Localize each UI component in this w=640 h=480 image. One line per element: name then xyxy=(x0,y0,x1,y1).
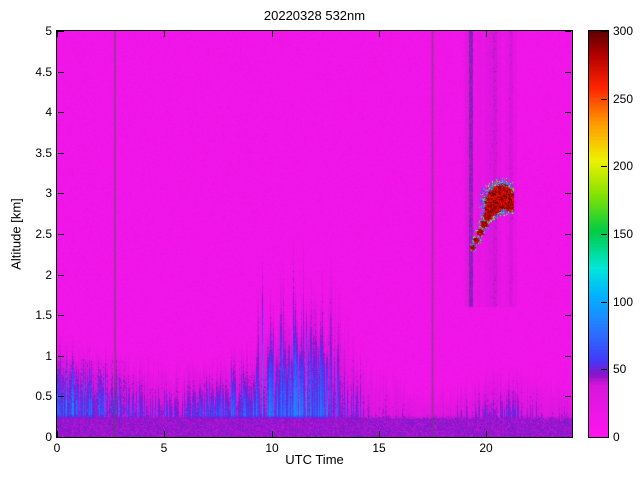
x-tick-label: 20 xyxy=(479,441,493,455)
colorbar-tick-label: 100 xyxy=(613,295,634,309)
x-tick-mark xyxy=(379,431,380,437)
y-tick-mark-right xyxy=(565,234,571,235)
heatmap-canvas xyxy=(57,31,572,437)
colorbar-tick-label: 250 xyxy=(613,92,634,106)
y-tick-mark xyxy=(58,31,64,32)
y-tick-label: 2.5 xyxy=(35,227,52,241)
y-tick-mark-right xyxy=(565,356,571,357)
y-tick-label: 1 xyxy=(45,349,52,363)
colorbar-tick-label: 150 xyxy=(613,227,634,241)
x-tick-label: 15 xyxy=(372,441,386,455)
y-tick-label: 5 xyxy=(45,24,52,38)
x-tick-mark-top xyxy=(379,31,380,37)
y-tick-label: 0 xyxy=(45,430,52,444)
y-tick-mark xyxy=(58,396,64,397)
y-tick-label: 0.5 xyxy=(35,389,52,403)
plot-area xyxy=(56,30,573,438)
colorbar-tick-mark xyxy=(601,437,607,438)
x-tick-mark-top xyxy=(164,31,165,37)
colorbar-tick-mark xyxy=(601,369,607,370)
colorbar xyxy=(588,30,609,438)
y-tick-mark xyxy=(58,112,64,113)
y-tick-label: 3.5 xyxy=(35,146,52,160)
colorbar-tick-mark xyxy=(601,31,607,32)
y-tick-mark xyxy=(58,234,64,235)
colorbar-tick-label: 300 xyxy=(613,24,634,38)
chart-title: 20220328 532nm xyxy=(263,8,366,23)
y-tick-mark-right xyxy=(565,153,571,154)
y-tick-mark xyxy=(58,153,64,154)
y-tick-mark-right xyxy=(565,31,571,32)
colorbar-tick-mark xyxy=(601,99,607,100)
y-tick-mark-right xyxy=(565,437,571,438)
colorbar-canvas xyxy=(589,31,608,437)
y-tick-mark-right xyxy=(565,193,571,194)
x-tick-mark xyxy=(57,431,58,437)
y-tick-label: 4.5 xyxy=(35,65,52,79)
colorbar-tick-label: 50 xyxy=(613,362,627,376)
x-tick-mark-top xyxy=(486,31,487,37)
y-tick-mark xyxy=(58,275,64,276)
y-tick-label: 4 xyxy=(45,105,52,119)
x-tick-label: 5 xyxy=(160,441,168,455)
y-tick-mark xyxy=(58,437,64,438)
x-tick-mark-top xyxy=(57,31,58,37)
colorbar-tick-mark xyxy=(601,234,607,235)
x-tick-mark-top xyxy=(272,31,273,37)
x-tick-label: 10 xyxy=(265,441,279,455)
y-tick-mark xyxy=(58,356,64,357)
x-tick-label: 0 xyxy=(53,441,61,455)
y-tick-label: 1.5 xyxy=(35,308,52,322)
colorbar-tick-label: 0 xyxy=(613,430,620,444)
y-tick-mark-right xyxy=(565,396,571,397)
y-tick-mark-right xyxy=(565,315,571,316)
y-tick-mark-right xyxy=(565,112,571,113)
x-axis-label: UTC Time xyxy=(285,452,344,467)
colorbar-tick-mark xyxy=(601,166,607,167)
colorbar-tick-mark xyxy=(601,302,607,303)
y-tick-mark-right xyxy=(565,72,571,73)
colorbar-tick-label: 200 xyxy=(613,159,634,173)
x-tick-mark xyxy=(164,431,165,437)
y-tick-label: 3 xyxy=(45,186,52,200)
y-tick-mark xyxy=(58,193,64,194)
x-tick-mark xyxy=(272,431,273,437)
y-tick-label: 2 xyxy=(45,268,52,282)
x-tick-mark xyxy=(486,431,487,437)
y-tick-mark xyxy=(58,315,64,316)
y-tick-mark xyxy=(58,72,64,73)
y-tick-mark-right xyxy=(565,275,571,276)
